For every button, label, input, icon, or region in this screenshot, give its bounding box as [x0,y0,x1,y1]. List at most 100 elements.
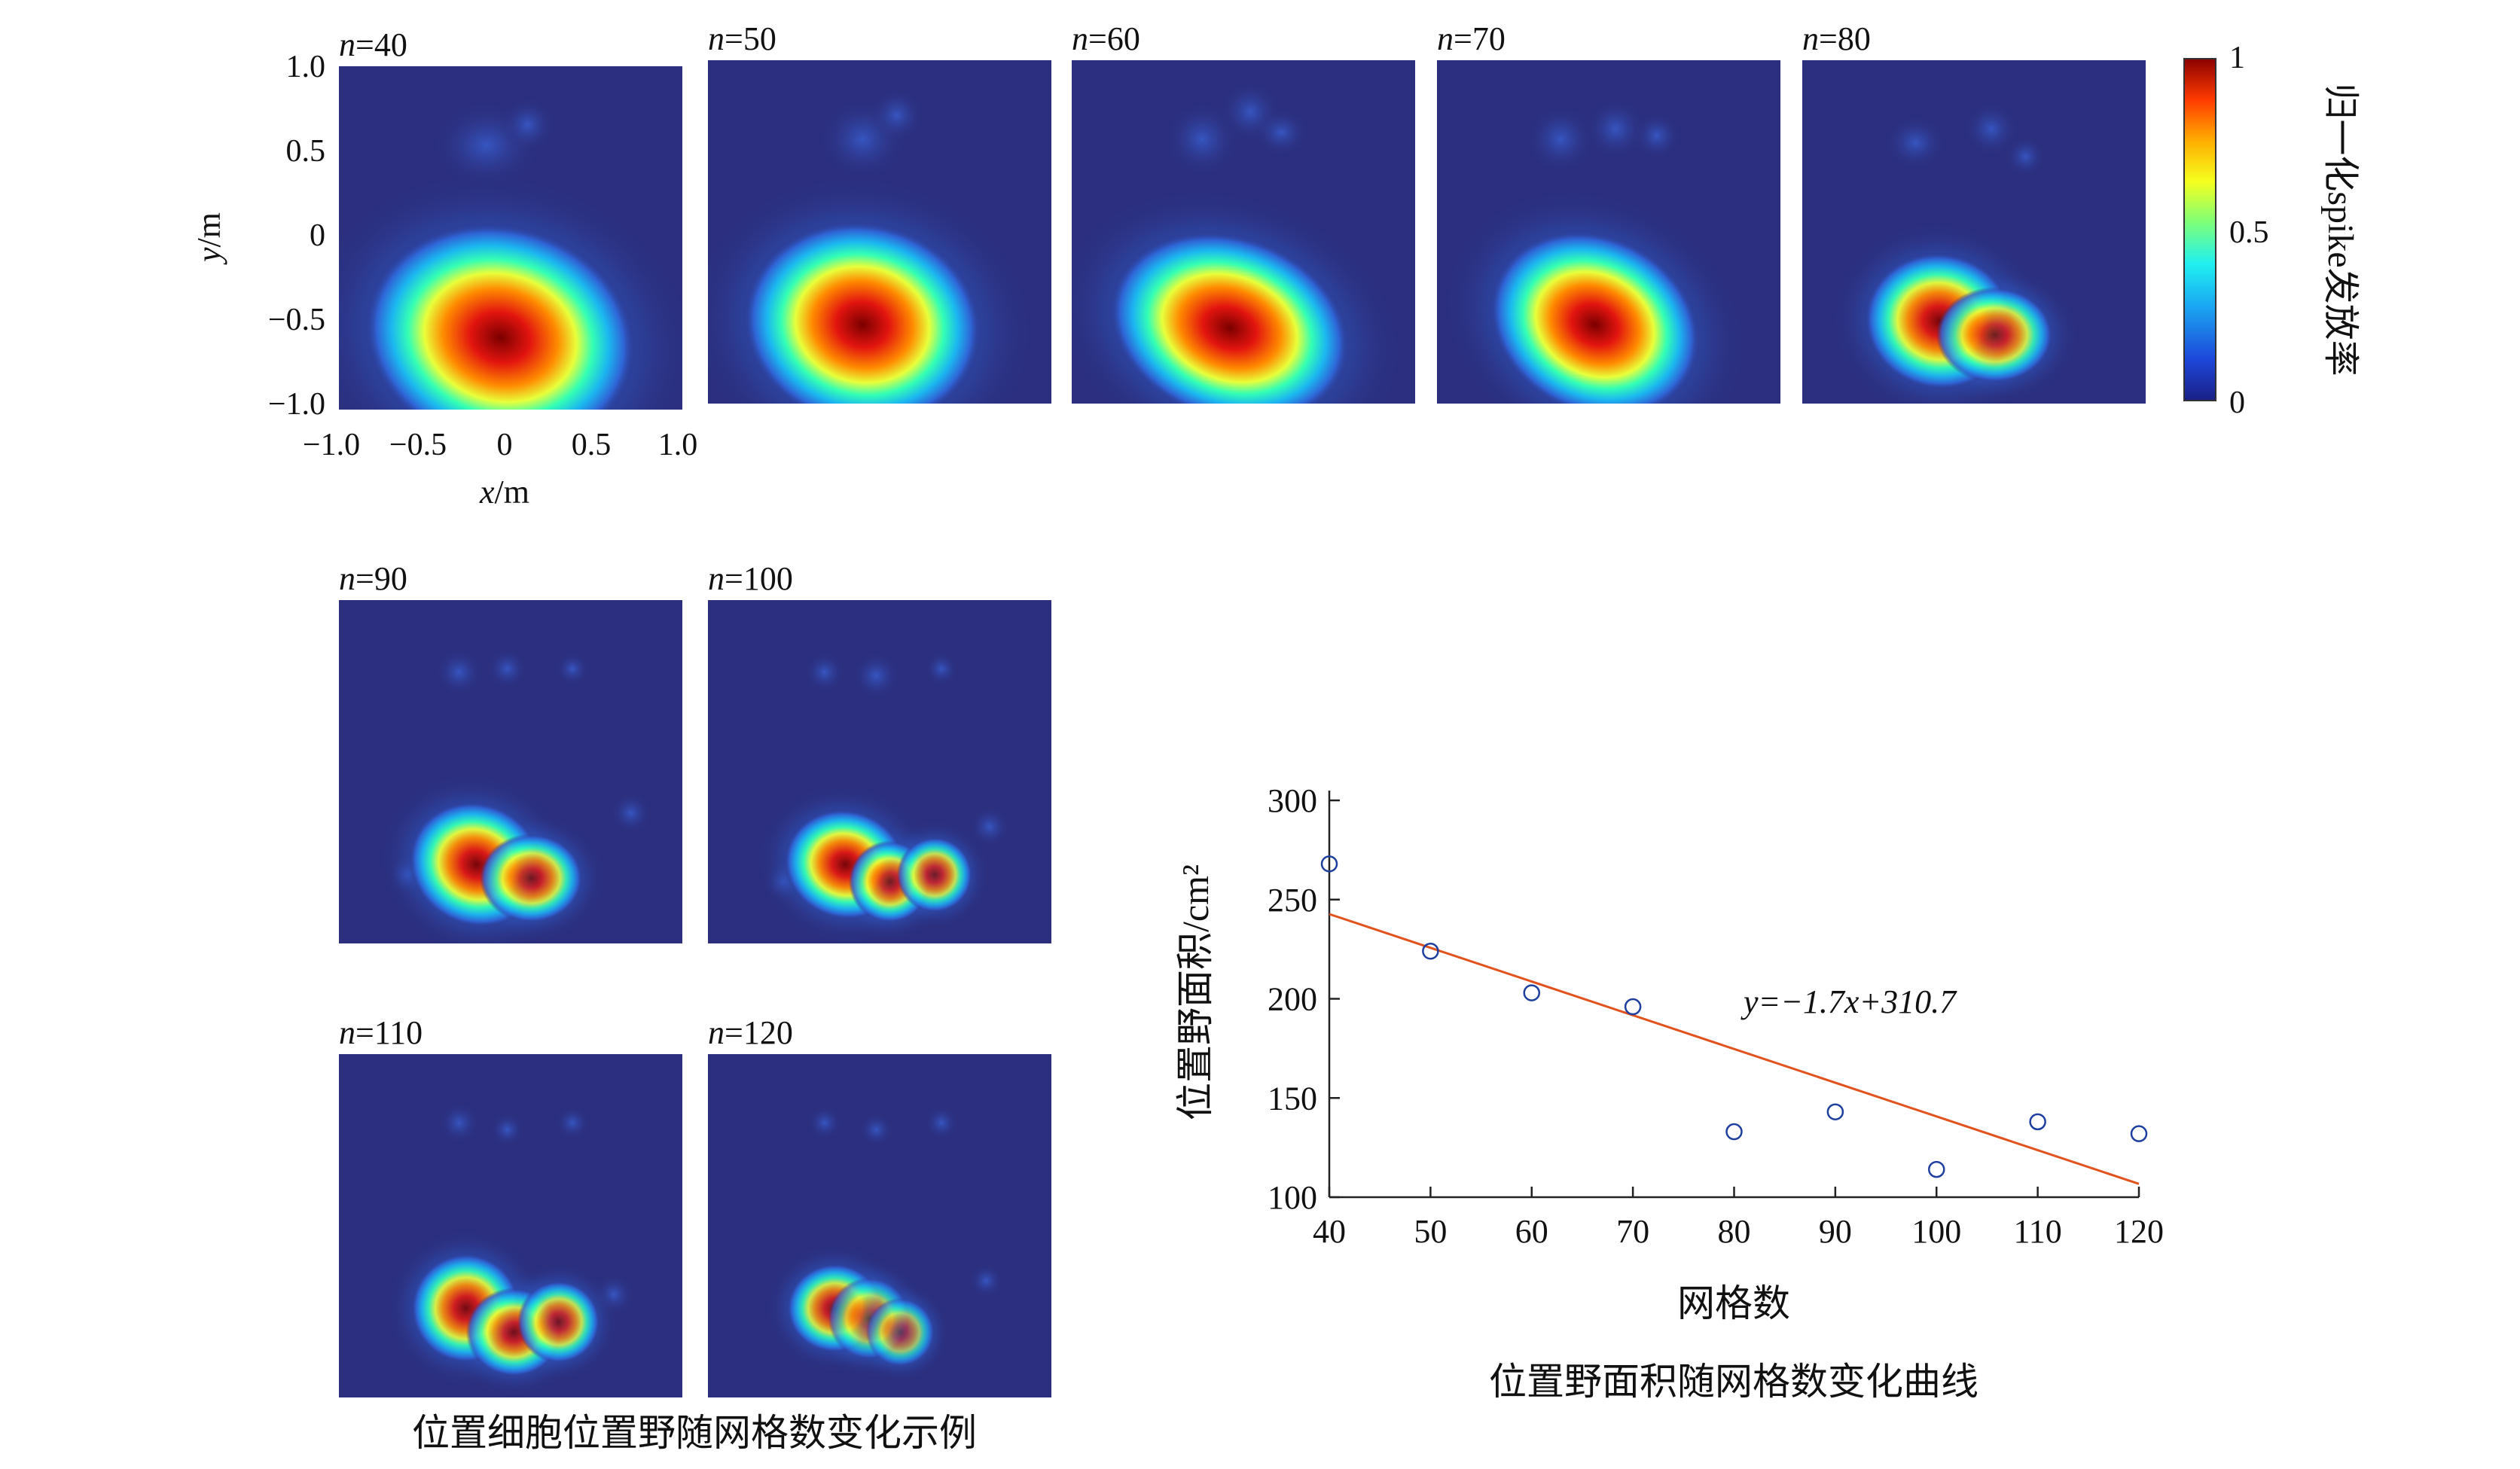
faint-spot [490,1112,525,1147]
heatmap-panel: n=80 [1802,20,2146,404]
place-field [1109,231,1350,404]
panel-label: n=110 [339,1014,423,1051]
x-tick-label: −0.5 [389,428,447,462]
x-tick-label: 0.5 [572,428,612,462]
faint-spot [1884,114,1947,170]
colorbar-gradient [2183,58,2216,401]
data-point [2130,1125,2148,1142]
data-point [1928,1160,1945,1178]
fit-equation: y=−1.7x+310.7 [1741,983,1957,1020]
data-point [2029,1113,2046,1131]
panel-label: n=70 [1437,20,1506,57]
heatmap-panel: n=110 [339,1014,682,1397]
fit-line [1329,913,2140,1185]
data-point [1624,998,1642,1016]
y-tick-label: −1.0 [268,387,325,422]
colorbar-tick-label: 0 [2229,386,2245,420]
y-tick-label: 300 [1268,782,1317,819]
x-tick-label: 70 [1616,1213,1649,1250]
faint-spot [859,1112,894,1147]
data-point [1422,943,1439,960]
faint-spot [924,651,959,686]
faint-spot [487,648,528,690]
scatter-plot: 40 50 60 70 80 90 100 110 120 100 150 200 250 300 y=−… [1174,782,2164,1403]
y-tick-label: −0.5 [268,303,325,337]
y-axis-label: y/m [191,212,227,265]
place-field [1936,286,2053,383]
scatter-title: 位置野面积随网格数变化曲线 [1489,1361,1978,1403]
place-field [743,221,982,404]
place-field [865,1297,935,1367]
y-tick-label: 0 [310,218,325,253]
faint-spot [1963,101,2019,157]
faint-spot [869,87,925,143]
x-tick-label: 1.0 [658,428,698,462]
y-tick-label: 1.0 [286,50,326,84]
data-point [1725,1123,1743,1141]
data-point [1523,984,1540,1001]
colorbar-label: 归一化spike发放率 [2320,83,2360,376]
panel-label: n=80 [1802,20,1871,57]
faint-spot [1253,108,1309,157]
faint-spot [610,792,651,834]
panel-label: n=60 [1072,20,1140,57]
panel-label: n=120 [708,1014,793,1051]
place-field [517,1280,600,1364]
x-tick-label: 80 [1718,1213,1751,1250]
faint-spot [555,1105,590,1140]
colorbar: 1 0.5 0 归一化spike发放率 [2183,41,2360,420]
faint-spot [500,97,556,152]
place-field [364,222,636,410]
y-tick-label: 150 [1268,1080,1317,1117]
faint-spot [804,651,846,693]
x-tick-label: −1.0 [303,428,360,462]
faint-spot [1585,98,1647,160]
faint-spot [1526,105,1595,174]
x-tick-label: 100 [1911,1213,1961,1250]
faint-spot [969,806,1011,848]
heatmap-panel: n=90 [339,560,682,943]
heatmap-grid: n=40 n=50 n=60 n=70 n=80 n=90 n=100 n=110 n=120 [339,20,2146,1397]
x-tick-label: 110 [2013,1213,2061,1250]
colorbar-tick-label: 0.5 [2229,215,2269,250]
heatmap-panel: n=40 [339,26,682,410]
faint-spot [2005,136,2046,178]
y-tick-label: 250 [1268,882,1317,919]
place-field [896,837,973,913]
heatmap-panel: n=70 [1437,20,1780,404]
heatmap-axes: 1.0 0.5 0 −0.5 −1.0 −1.0 −0.5 0 0.5 1.0 … [191,50,697,510]
panel-label: n=100 [708,560,793,597]
data-point [1826,1103,1844,1120]
panel-label: n=50 [708,20,776,57]
faint-spot [852,651,901,700]
faint-spot [969,1263,1004,1298]
colorbar-tick-label: 1 [2229,41,2245,75]
faint-spot [807,1105,842,1140]
heatmap-caption: 位置细胞位置野随网格数变化示例 [412,1412,977,1454]
place-field [1489,230,1701,404]
heatmap-panel: n=100 [708,560,1051,943]
faint-spot [435,648,484,696]
panel-label: n=40 [339,26,407,63]
scatter-y-axis-label: 位置野面积/cm² [1174,864,1216,1120]
faint-spot [1632,111,1681,160]
heatmap-panel: n=60 [1072,20,1415,404]
faint-spot [924,1105,959,1140]
place-field [479,834,583,923]
faint-spot [555,651,590,686]
scatter-x-axis-label: 网格数 [1677,1282,1790,1324]
panel-label: n=90 [339,560,407,597]
x-tick-label: 0 [497,428,513,462]
y-tick-label: 0.5 [286,134,326,169]
data-point [1320,855,1338,873]
heatmap-panel: n=120 [708,1014,1051,1397]
x-tick-label: 50 [1414,1213,1447,1250]
x-tick-label: 40 [1313,1213,1346,1250]
faint-spot [438,1102,480,1144]
x-tick-label: 90 [1819,1213,1852,1250]
x-axis-label: x/m [479,474,529,510]
heatmap-panel: n=50 [708,20,1051,404]
y-tick-label: 100 [1268,1179,1317,1216]
y-tick-label: 200 [1268,981,1317,1018]
